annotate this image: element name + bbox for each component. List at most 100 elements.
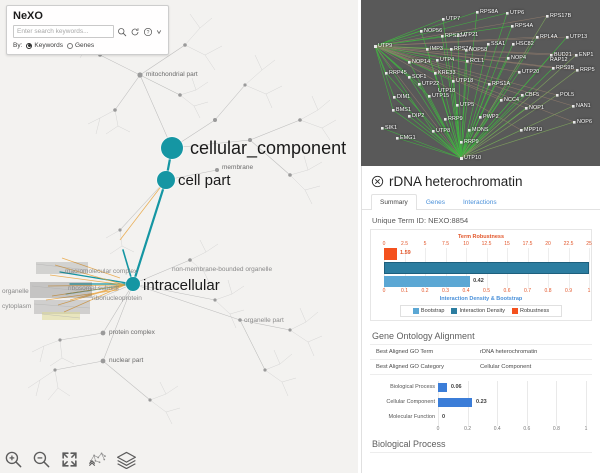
app-title: NeXO xyxy=(13,10,43,22)
gridline xyxy=(497,381,499,426)
tree-node-cell-part[interactable] xyxy=(157,171,175,189)
legend-item[interactable]: Bootstrap xyxy=(412,308,445,314)
svg-text:?: ? xyxy=(147,30,150,36)
page-title: rDNA heterochromatin xyxy=(389,174,523,189)
biological-process-divider xyxy=(370,452,592,458)
search-by-row[interactable]: By: Keywords Genes xyxy=(13,42,162,49)
axis-tick: 1 xyxy=(584,426,588,432)
legend-label: Robustness xyxy=(520,308,550,314)
axis-tick: 7.5 xyxy=(442,241,449,247)
axis-tick: 0 xyxy=(436,426,440,432)
axis-tick: 0.4 xyxy=(493,426,501,432)
tree-toolbar[interactable] xyxy=(4,450,137,470)
axis-tick: 0.6 xyxy=(523,426,531,432)
gridline xyxy=(589,248,590,288)
go-bar-value: 0.23 xyxy=(476,399,487,405)
term-detail-panel[interactable]: rDNA heterochromatin Summary Genes Inter… xyxy=(361,166,600,473)
chart-top-axis: 0 2.5 5 7.5 10 12.5 15 17.5 20 22.5 25 xyxy=(376,241,592,248)
collapse-network-icon[interactable] xyxy=(88,450,107,469)
legend-label: Interaction Density xyxy=(459,308,506,314)
chart-legend[interactable]: Bootstrap Interaction Density Robustness xyxy=(400,305,562,317)
gridline xyxy=(556,381,558,426)
tab-genes[interactable]: Genes xyxy=(425,199,445,206)
legend-swatch xyxy=(451,308,458,314)
axis-tick: 0.2 xyxy=(464,426,472,432)
search-input[interactable] xyxy=(13,25,114,38)
go-term-key: Best Aligned GO Term xyxy=(376,349,434,355)
go-category-key: Best Aligned GO Category xyxy=(376,364,444,370)
go-bar-value: 0.06 xyxy=(450,384,462,390)
legend-item[interactable]: Robustness xyxy=(512,308,549,314)
axis-tick: 0.7 xyxy=(524,288,531,294)
search-panel[interactable]: NeXO ? By: Keywords Genes xyxy=(6,5,169,55)
gene-network-panel[interactable]: RPS8A UTP6 RPS17B UTP7 NOP56 RPS22A RPS4A UTP21… xyxy=(361,0,600,166)
section-biological-process: Biological Process xyxy=(372,439,446,449)
gridline xyxy=(526,381,528,426)
robustness-plot: 1.59 0.42 xyxy=(376,248,590,288)
bar-bootstrap xyxy=(384,276,471,287)
gene-network-graph[interactable] xyxy=(361,0,600,166)
chart-title-term-robustness: Term Robustness xyxy=(457,234,505,240)
chart-xlabel: Interaction Density & Bootstrap xyxy=(439,296,523,302)
axis-tick: 0.3 xyxy=(442,288,449,294)
bar-value-label: 0.42 xyxy=(473,278,484,284)
axis-tick: 0.8 xyxy=(544,288,552,294)
radio-keywords-label: Keywords xyxy=(34,42,63,49)
axis-tick: 0.4 xyxy=(462,288,470,294)
bar-robustness xyxy=(384,248,398,260)
legend-swatch xyxy=(412,308,419,314)
ontology-tree-panel[interactable]: cellular_component cell part intracellul… xyxy=(0,0,358,473)
search-row[interactable]: ? xyxy=(13,25,162,38)
go-bar-category-label: Biological Process xyxy=(390,384,435,390)
tab-summary[interactable]: Summary xyxy=(371,194,417,210)
tree-node-cellular-component[interactable] xyxy=(161,137,183,159)
legend-item[interactable]: Interaction Density xyxy=(451,308,505,314)
radio-keywords-indicator xyxy=(26,42,33,49)
axis-tick: 0.1 xyxy=(401,288,408,294)
radio-genes[interactable]: Genes xyxy=(66,42,95,49)
section-gene-ontology-alignment: Gene Ontology Alignment xyxy=(372,331,475,341)
go-bar xyxy=(438,398,473,407)
go-bar-row: Biological Process 0.06 xyxy=(390,381,592,396)
axis-tick: 20 xyxy=(545,241,551,247)
go-bar-value: 0 xyxy=(442,414,446,420)
go-bar-category-label: Cellular Component xyxy=(386,399,435,405)
radio-genes-indicator xyxy=(66,42,73,49)
ontology-tree-graph[interactable] xyxy=(0,0,358,473)
zoom-in-icon[interactable] xyxy=(4,450,23,469)
fit-to-screen-icon[interactable] xyxy=(60,450,79,469)
go-category-chart: Biological Process 0.06 Cellular Component… xyxy=(370,381,592,433)
legend-label: Bootstrap xyxy=(420,308,445,314)
chevron-down-icon[interactable] xyxy=(156,28,162,36)
search-icon[interactable] xyxy=(117,27,127,37)
help-icon[interactable]: ? xyxy=(143,27,153,37)
bar-value-label: 1.59 xyxy=(400,250,411,256)
axis-tick: 0.2 xyxy=(421,288,429,294)
axis-tick: 1 xyxy=(587,288,591,294)
go-bar xyxy=(438,383,447,392)
table-row: Best Aligned GO Category Cellular Compon… xyxy=(370,360,592,375)
layers-icon[interactable] xyxy=(116,450,137,470)
legend-swatch xyxy=(512,308,519,314)
detail-header: rDNA heterochromatin xyxy=(362,166,600,193)
chart-bottom-axis: 0 0.1 0.2 0.3 0.4 0.5 0.6 0.7 0.8 0.9 1 xyxy=(376,288,591,295)
axis-tick: 22.5 xyxy=(563,241,574,247)
go-bar-row: Cellular Component 0.23 xyxy=(386,396,592,411)
bar-interaction-density xyxy=(384,262,589,274)
go-alignment-table: Best Aligned GO Term rDNA heterochromati… xyxy=(370,344,592,375)
axis-tick: 17.5 xyxy=(522,241,533,247)
detail-tabs[interactable]: Summary Genes Interactions xyxy=(362,193,600,210)
go-category-value: Cellular Component xyxy=(480,364,532,370)
radio-keywords[interactable]: Keywords xyxy=(26,42,63,49)
axis-tick: 2.5 xyxy=(401,241,408,247)
axis-tick: 12.5 xyxy=(481,241,492,247)
axis-tick: 0 xyxy=(382,288,386,294)
axis-tick: 0.9 xyxy=(565,288,572,294)
close-circle-icon[interactable] xyxy=(371,175,384,188)
refresh-icon[interactable] xyxy=(130,27,140,37)
tree-node-intracellular[interactable] xyxy=(126,277,140,291)
zoom-out-icon[interactable] xyxy=(32,450,51,469)
gridline xyxy=(586,381,587,426)
tab-interactions[interactable]: Interactions xyxy=(462,199,497,206)
radio-genes-label: Genes xyxy=(74,42,95,49)
